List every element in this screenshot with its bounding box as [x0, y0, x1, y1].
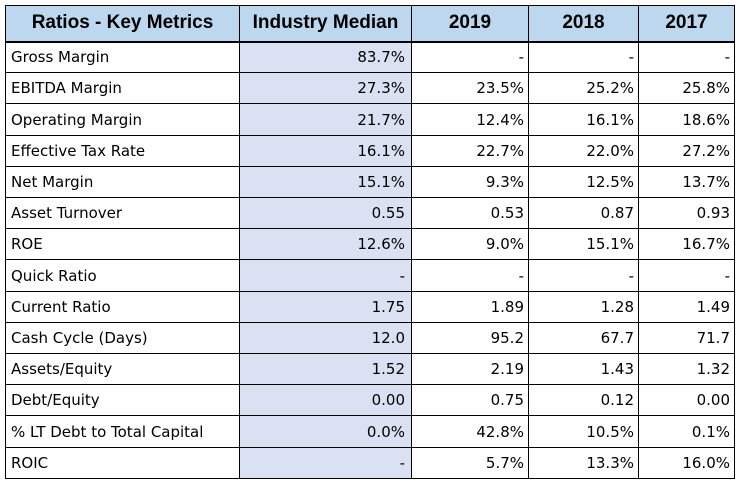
- metric-label-cell: Effective Tax Rate: [5, 134, 240, 167]
- value-2017-cell: 0.93: [638, 197, 735, 230]
- value-2017-cell: 13.7%: [638, 165, 735, 199]
- industry-median-cell: 16.1%: [239, 134, 412, 167]
- table-row: Asset Turnover 0.55 0.53 0.87 0.93: [5, 197, 735, 230]
- value-2018-cell: 16.1%: [528, 103, 639, 136]
- value-2019-cell: 22.7%: [411, 134, 529, 167]
- value-2017-cell: 27.2%: [638, 134, 735, 167]
- industry-median-cell: 12.6%: [239, 228, 412, 261]
- metric-label-cell: Operating Margin: [5, 103, 240, 136]
- table-row: ROIC -5.7% 13.3% 16.0%: [5, 446, 735, 480]
- table-row: Cash Cycle (Days) 12.0 95.2 67.7 71.7: [5, 321, 735, 355]
- industry-median-cell: 83.7%: [239, 40, 412, 74]
- table-row: Current Ratio 1.75 1.89 1.28 1.49: [5, 290, 735, 323]
- metric-label-cell: Quick Ratio: [5, 259, 240, 292]
- industry-median-cell: 27.3%: [239, 72, 412, 105]
- metric-label-cell: Assets/Equity: [5, 353, 240, 386]
- value-2017-cell: 16.0%: [638, 446, 735, 480]
- value-2017-cell: -: [638, 40, 735, 74]
- header-2019: 2019: [411, 5, 529, 43]
- industry-median-cell: 15.1%: [239, 165, 412, 199]
- value-2019-cell: 5.7%: [411, 446, 529, 480]
- industry-median-cell: 1.75: [239, 290, 412, 323]
- value-2018-cell: -: [528, 259, 639, 292]
- value-2019-cell: 1.89: [411, 290, 529, 323]
- value-2017-cell: 18.6%: [638, 103, 735, 136]
- metric-label-cell: ROE: [5, 228, 240, 261]
- value-2018-cell: -: [528, 40, 639, 74]
- value-2018-cell: 10.5%: [528, 415, 639, 448]
- header-2017: 2017: [638, 5, 735, 43]
- table-row: Gross Margin 83.7% - - -: [5, 40, 735, 74]
- industry-median-cell: 12.0: [239, 321, 412, 355]
- header-metric: Ratios - Key Metrics: [5, 5, 240, 43]
- table-row: ROE 12.6% 9.0% 15.1% 16.7%: [5, 228, 735, 261]
- value-2017-cell: 16.7%: [638, 228, 735, 261]
- header-2018: 2018: [528, 5, 639, 43]
- value-2018-cell: 22.0%: [528, 134, 639, 167]
- industry-median-cell: 0.0%: [239, 415, 412, 448]
- value-2018-cell: 1.28: [528, 290, 639, 323]
- value-2018-cell: 25.2%: [528, 72, 639, 105]
- value-2018-cell: 1.43: [528, 353, 639, 386]
- value-2019-cell: -: [411, 40, 529, 74]
- metric-label-cell: ROIC: [5, 446, 240, 480]
- value-2017-cell: 25.8%: [638, 72, 735, 105]
- table-row: Debt/Equity 0.00 0.75 0.12 0.00: [5, 384, 735, 417]
- value-2019-cell: 95.2: [411, 321, 529, 355]
- value-2017-cell: 0.00: [638, 384, 735, 417]
- table-row: Assets/Equity 1.52 2.19 1.43 1.32: [5, 353, 735, 386]
- value-2017-cell: 1.49: [638, 290, 735, 323]
- table-row: EBITDA Margin 27.3% 23.5% 25.2% 25.8%: [5, 72, 735, 105]
- value-2018-cell: 0.12: [528, 384, 639, 417]
- metric-label-cell: Asset Turnover: [5, 197, 240, 230]
- industry-median-cell: 0.55: [239, 197, 412, 230]
- header-industry-median: Industry Median: [239, 5, 412, 43]
- value-2018-cell: 13.3%: [528, 446, 639, 480]
- metric-label-cell: Current Ratio: [5, 290, 240, 323]
- table-row: Quick Ratio - - - -: [5, 259, 735, 292]
- value-2017-cell: 0.1%: [638, 415, 735, 448]
- value-2019-cell: 0.53: [411, 197, 529, 230]
- metric-label-cell: % LT Debt to Total Capital: [5, 415, 240, 448]
- industry-median-cell: 0.00: [239, 384, 412, 417]
- table-body: Gross Margin 83.7% - - - EBITDA Margin 27.3% 23…: [5, 40, 735, 480]
- table-row: Net Margin 15.1% 9.3% 12.5% 13.7%: [5, 165, 735, 199]
- value-2019-cell: 9.0%: [411, 228, 529, 261]
- metric-label-cell: Gross Margin: [5, 40, 240, 74]
- table-header: Ratios - Key Metrics Industry Median 201…: [5, 5, 735, 43]
- industry-median-cell: -: [239, 259, 412, 292]
- value-2017-cell: 71.7: [638, 321, 735, 355]
- value-2019-cell: 42.8%: [411, 415, 529, 448]
- value-2019-cell: 0.75: [411, 384, 529, 417]
- value-2019-cell: -: [411, 259, 529, 292]
- table-row: Operating Margin 21.7% 12.4% 16.1% 18.6%: [5, 103, 735, 136]
- industry-median-cell: -: [239, 446, 412, 480]
- value-2018-cell: 12.5%: [528, 165, 639, 199]
- value-2018-cell: 15.1%: [528, 228, 639, 261]
- value-2017-cell: -: [638, 259, 735, 292]
- metric-label-cell: Net Margin: [5, 165, 240, 199]
- industry-median-cell: 1.52: [239, 353, 412, 386]
- value-2019-cell: 9.3%: [411, 165, 529, 199]
- value-2017-cell: 1.32: [638, 353, 735, 386]
- industry-median-cell: 21.7%: [239, 103, 412, 136]
- table-row: % LT Debt to Total Capital 0.0% 42.8% 10.5%…: [5, 415, 735, 448]
- header-row: Ratios - Key Metrics Industry Median 201…: [5, 5, 735, 43]
- value-2018-cell: 67.7: [528, 321, 639, 355]
- metric-label-cell: Debt/Equity: [5, 384, 240, 417]
- value-2019-cell: 12.4%: [411, 103, 529, 136]
- value-2019-cell: 2.19: [411, 353, 529, 386]
- metric-label-cell: Cash Cycle (Days): [5, 321, 240, 355]
- key-metrics-table: Ratios - Key Metrics Industry Median 201…: [5, 5, 735, 480]
- table-row: Effective Tax Rate 16.1% 22.7% 22.0% 27.2%: [5, 134, 735, 167]
- value-2019-cell: 23.5%: [411, 72, 529, 105]
- value-2018-cell: 0.87: [528, 197, 639, 230]
- metric-label-cell: EBITDA Margin: [5, 72, 240, 105]
